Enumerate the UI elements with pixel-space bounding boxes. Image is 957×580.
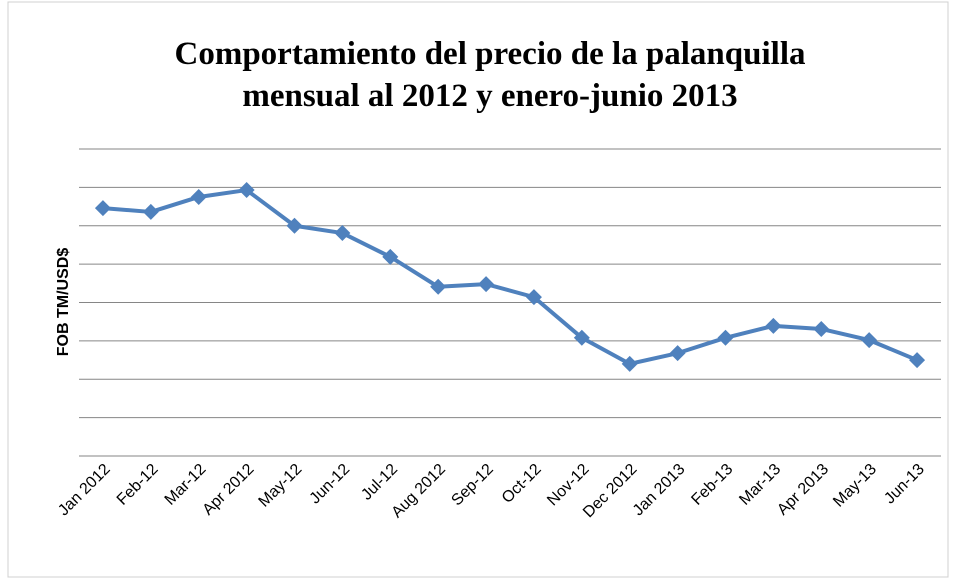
chart-title: Comportamiento del precio de la palanqui… bbox=[175, 36, 806, 72]
marker bbox=[430, 278, 447, 295]
marker bbox=[861, 332, 878, 349]
marker bbox=[621, 355, 638, 372]
marker bbox=[909, 352, 926, 369]
marker bbox=[382, 248, 399, 265]
chart-frame bbox=[7, 1, 949, 578]
marker bbox=[334, 225, 351, 242]
marker bbox=[765, 317, 782, 334]
chart-title: mensual al 2012 y enero-junio 2013 bbox=[242, 78, 737, 114]
marker bbox=[142, 203, 159, 220]
marker bbox=[190, 188, 207, 205]
marker bbox=[94, 200, 111, 217]
y-axis-label: FOB TM/USD$ bbox=[55, 248, 72, 357]
marker bbox=[573, 329, 590, 346]
marker bbox=[525, 289, 542, 306]
marker bbox=[286, 217, 303, 234]
line bbox=[102, 188, 918, 366]
marker bbox=[669, 345, 686, 362]
marker bbox=[813, 320, 830, 337]
marker bbox=[717, 329, 734, 346]
marker bbox=[238, 182, 255, 199]
marker bbox=[478, 276, 495, 293]
